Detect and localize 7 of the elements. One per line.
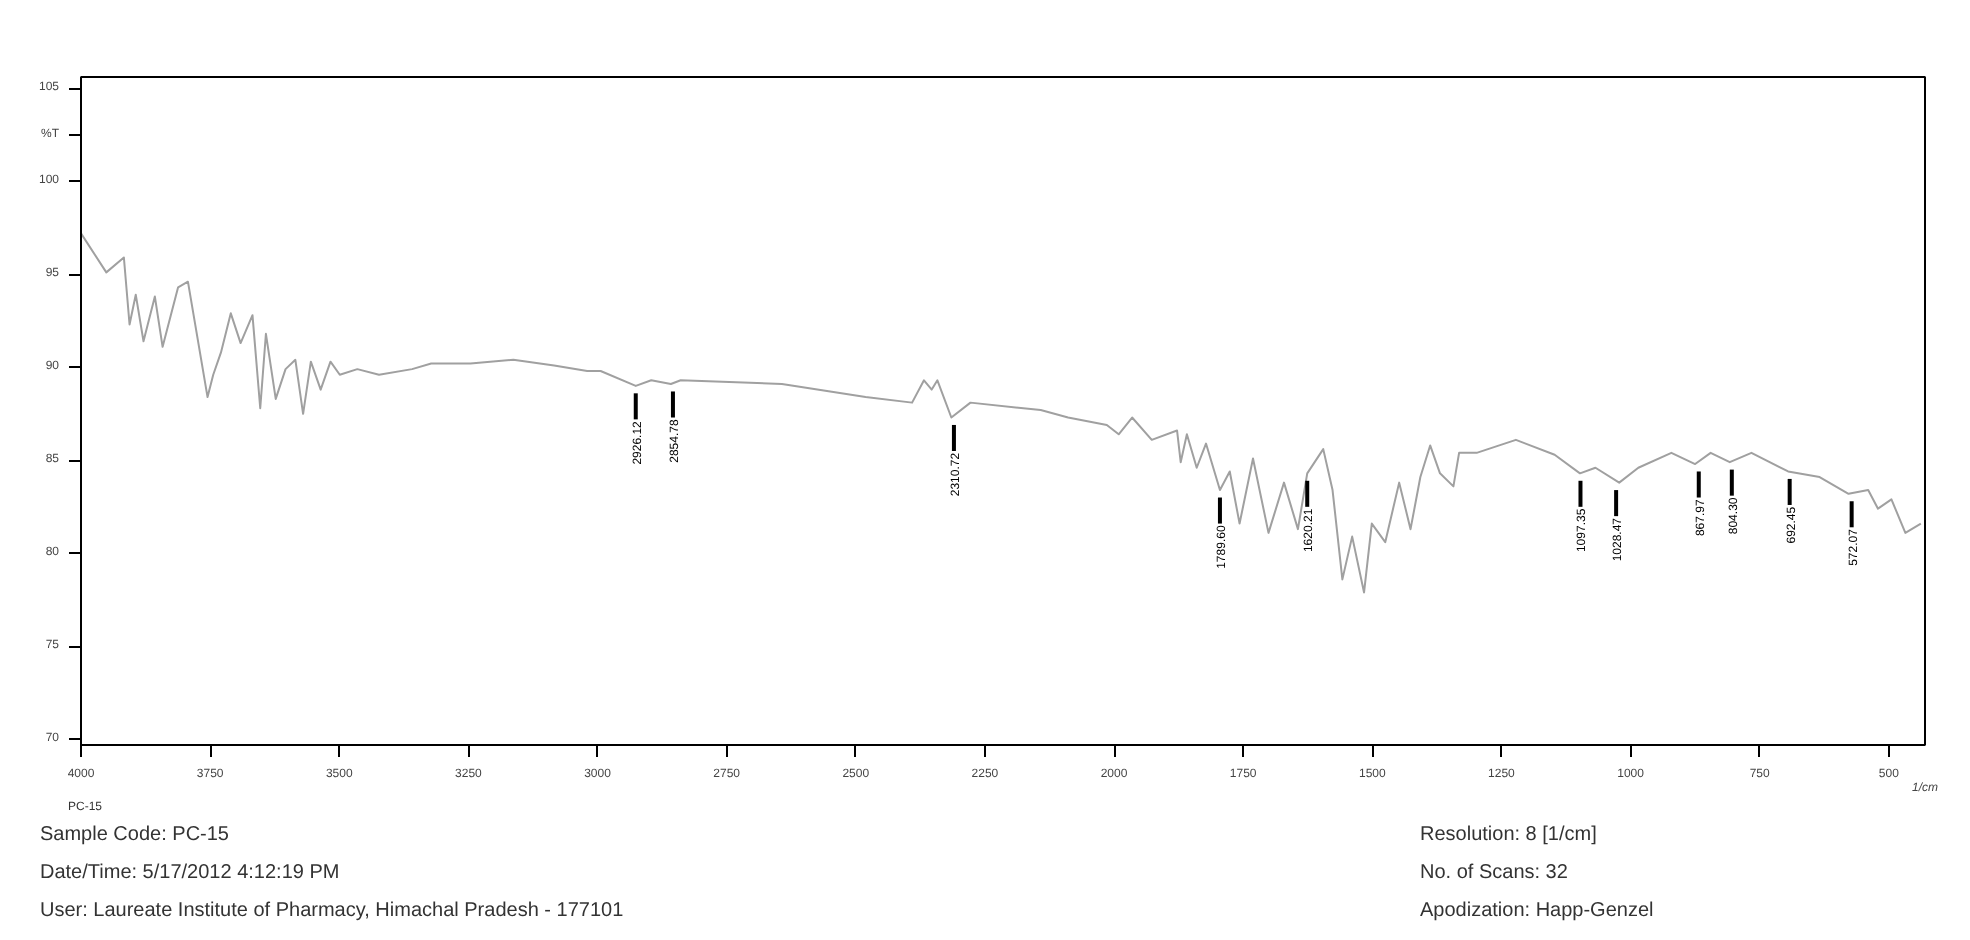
- text: Date/Time: 5/17/2012 4:12:19 PM: [40, 862, 340, 884]
- text: Resolution: 8 [1/cm]: [1420, 824, 1597, 846]
- line-series: [81, 232, 1922, 594]
- text: User: Laureate Institute of Pharmacy, Himachal Pradesh - 177101: [40, 900, 624, 922]
- text: No. of Scans: 32: [1420, 862, 1568, 884]
- text: Sample Code: PC-15: [40, 824, 229, 846]
- text: Apodization: Happ-Genzel: [1420, 900, 1654, 922]
